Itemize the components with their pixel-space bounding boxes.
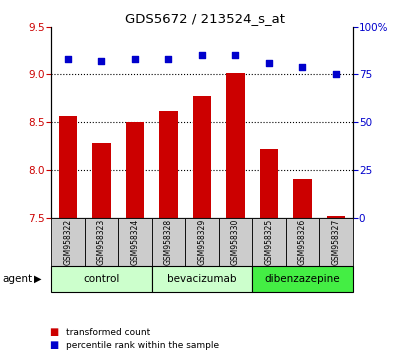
Text: bevacizumab: bevacizumab — [167, 274, 236, 284]
Bar — [252, 266, 352, 292]
Bar — [151, 266, 252, 292]
Point — [165, 56, 171, 62]
Bar — [58, 116, 77, 218]
Text: GSM958330: GSM958330 — [230, 218, 239, 265]
Point — [265, 60, 272, 66]
Text: agent: agent — [2, 274, 32, 284]
Text: GDS5672 / 213524_s_at: GDS5672 / 213524_s_at — [125, 12, 284, 25]
Text: percentile rank within the sample: percentile rank within the sample — [65, 341, 218, 350]
Text: ■: ■ — [49, 340, 58, 350]
Bar — [226, 73, 244, 218]
Bar — [259, 149, 277, 218]
Point — [299, 64, 305, 69]
Bar — [292, 179, 311, 218]
Text: GSM958322: GSM958322 — [63, 218, 72, 265]
Point — [65, 56, 71, 62]
Bar — [51, 218, 85, 266]
Text: GSM958327: GSM958327 — [330, 218, 339, 265]
Bar — [51, 266, 151, 292]
Bar — [218, 218, 252, 266]
Text: ▶: ▶ — [34, 274, 41, 284]
Text: GSM958323: GSM958323 — [97, 218, 106, 265]
Bar — [85, 218, 118, 266]
Text: GSM958326: GSM958326 — [297, 218, 306, 265]
Bar — [285, 218, 318, 266]
Point — [332, 72, 338, 77]
Text: GSM958324: GSM958324 — [130, 218, 139, 265]
Text: dibenzazepine: dibenzazepine — [264, 274, 339, 284]
Bar — [151, 218, 185, 266]
Text: transformed count: transformed count — [65, 327, 149, 337]
Bar — [252, 218, 285, 266]
Bar — [185, 218, 218, 266]
Text: GSM958328: GSM958328 — [164, 218, 173, 265]
Text: GSM958329: GSM958329 — [197, 218, 206, 265]
Text: GSM958325: GSM958325 — [264, 218, 273, 265]
Point — [131, 56, 138, 62]
Bar — [159, 111, 177, 218]
Bar — [118, 218, 151, 266]
Point — [98, 58, 105, 64]
Bar — [318, 218, 352, 266]
Text: control: control — [83, 274, 119, 284]
Bar — [192, 96, 211, 218]
Bar — [126, 122, 144, 218]
Bar — [92, 143, 110, 218]
Text: ■: ■ — [49, 327, 58, 337]
Point — [198, 52, 204, 58]
Point — [231, 52, 238, 58]
Bar — [326, 216, 344, 218]
